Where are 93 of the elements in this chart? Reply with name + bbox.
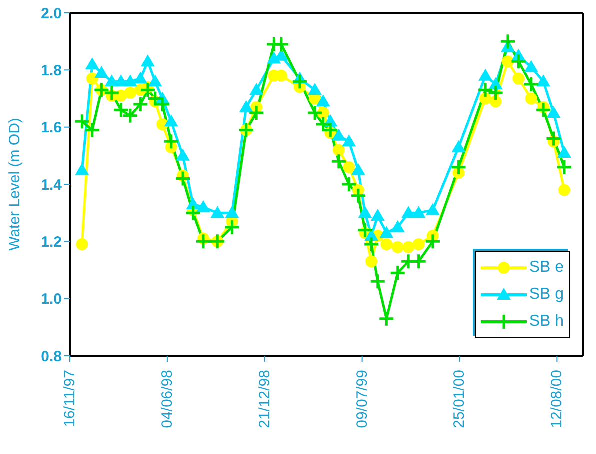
point	[292, 73, 308, 90]
point	[535, 102, 552, 118]
point	[94, 66, 109, 78]
point	[332, 128, 346, 141]
point	[556, 159, 573, 176]
point	[250, 83, 264, 96]
point	[402, 206, 416, 218]
point	[86, 72, 98, 85]
point	[524, 60, 538, 72]
x-tick-label: 12/08/00	[548, 370, 566, 428]
point	[370, 273, 386, 290]
point	[558, 184, 570, 196]
point	[424, 233, 442, 250]
point	[557, 146, 572, 158]
point	[176, 148, 190, 161]
y-tick-label: 1.0	[41, 291, 62, 308]
point	[195, 233, 212, 250]
point	[248, 104, 265, 122]
point	[239, 100, 254, 112]
x-tick-label: 09/07/99	[354, 370, 371, 428]
point	[363, 236, 380, 253]
point	[392, 241, 404, 254]
legend-label: SB g	[529, 286, 564, 304]
point	[196, 200, 210, 212]
point	[273, 36, 290, 53]
point	[488, 84, 504, 102]
point	[340, 176, 358, 193]
y-tick-label: 0.8	[41, 348, 62, 366]
point	[366, 256, 378, 268]
point	[343, 161, 356, 174]
point	[380, 238, 393, 251]
point	[546, 130, 562, 148]
y-tick-label: 1.6	[41, 120, 62, 137]
point	[450, 159, 468, 176]
point	[350, 188, 367, 204]
point	[76, 238, 88, 251]
point	[148, 74, 162, 87]
point	[478, 68, 493, 81]
point	[370, 208, 385, 221]
y-tick-label: 1.8	[41, 62, 62, 80]
point	[308, 83, 322, 96]
point	[225, 206, 240, 218]
point	[132, 96, 149, 113]
x-tick-label: 04/06/98	[158, 370, 176, 428]
point	[390, 220, 405, 232]
point	[378, 310, 395, 328]
point	[402, 241, 415, 254]
point	[85, 57, 100, 70]
point	[546, 106, 561, 118]
point	[134, 72, 148, 84]
y-tick-label: 1.2	[41, 234, 62, 251]
y-axis-title: Water Level (m OD)	[6, 118, 24, 251]
x-tick-label: 21/12/98	[256, 370, 274, 428]
point	[477, 82, 494, 98]
point	[164, 114, 178, 127]
point	[452, 140, 466, 152]
point	[316, 94, 330, 107]
point	[210, 206, 225, 218]
point	[75, 163, 90, 176]
point	[104, 84, 120, 102]
point	[123, 74, 138, 87]
point	[140, 54, 155, 67]
point	[510, 53, 527, 70]
point	[224, 219, 240, 236]
x-tick-label: 16/11/97	[62, 370, 78, 428]
point	[306, 104, 324, 122]
point	[358, 206, 372, 218]
point	[330, 153, 348, 170]
y-tick-label: 1.4	[41, 176, 63, 194]
point	[356, 222, 374, 238]
point	[523, 76, 540, 93]
legend-label: SB h	[529, 312, 564, 330]
legend-label: SB e	[529, 258, 564, 276]
point	[410, 253, 428, 270]
point	[502, 56, 514, 68]
point	[426, 203, 440, 216]
point	[342, 134, 356, 147]
y-tick-label: 2.0	[41, 5, 62, 22]
point	[525, 92, 538, 105]
point	[124, 87, 136, 100]
point	[536, 74, 551, 87]
point	[380, 226, 394, 238]
point	[500, 33, 516, 50]
point	[163, 133, 180, 150]
point	[412, 206, 426, 218]
point	[174, 170, 192, 188]
point	[412, 238, 425, 251]
point	[332, 144, 345, 156]
point	[351, 163, 366, 176]
point	[512, 72, 525, 85]
point	[390, 264, 406, 282]
x-tick-label: 25/01/00	[451, 370, 468, 428]
point	[185, 204, 202, 222]
